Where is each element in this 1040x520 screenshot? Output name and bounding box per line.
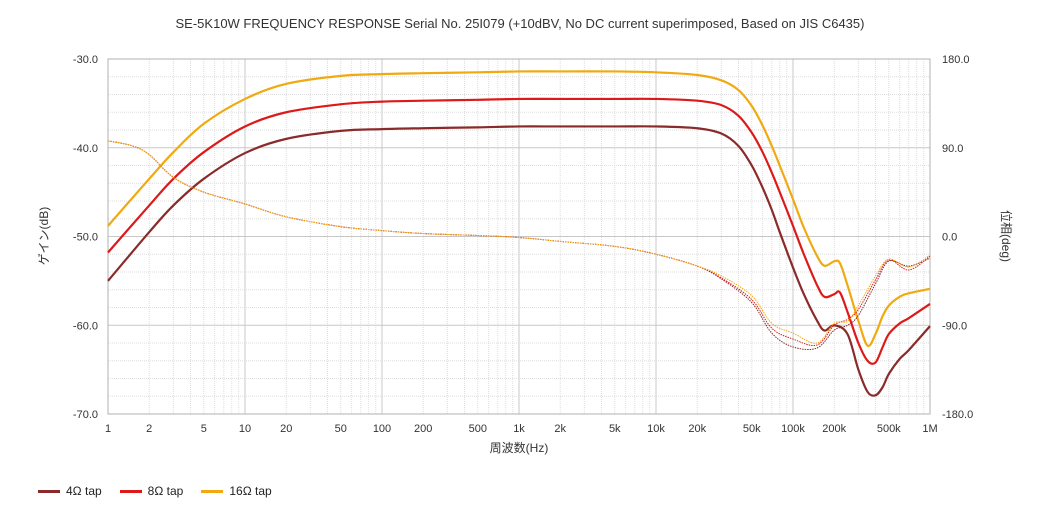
y2-tick-label: -90.0	[942, 320, 967, 332]
x-tick-label: 1	[105, 423, 111, 435]
x-axis-label: 周波数(Hz)	[490, 440, 549, 455]
x-tick-label: 1k	[513, 423, 525, 435]
legend-label-16ohm: 16Ω tap	[229, 484, 272, 498]
x-tick-label: 100k	[781, 423, 805, 435]
x-tick-label: 500k	[877, 423, 901, 435]
phase-line-4tap	[107, 140, 931, 350]
x-tick-label: 200	[414, 423, 432, 435]
series-layer	[107, 70, 931, 397]
x-tick-label: 50	[335, 423, 347, 435]
x-tick-label: 10k	[647, 423, 665, 435]
x-tick-label: 2	[146, 423, 152, 435]
legend-label-8ohm: 8Ω tap	[147, 484, 184, 498]
x-tick-label: 20k	[688, 423, 706, 435]
x-tick-label: 500	[469, 423, 487, 435]
legend-item-8ohm: 8Ω tap	[119, 484, 184, 498]
plot-frame	[107, 58, 931, 415]
phase-line-8tap	[107, 140, 931, 346]
legend-swatch-4ohm	[38, 489, 60, 493]
x-tick-label: 200k	[822, 423, 846, 435]
y-tick-label: -50.0	[73, 232, 98, 244]
y-tick-label: -60.0	[73, 320, 98, 332]
y2-axis-label: 位相(deg)	[999, 210, 1014, 262]
y-tick-label: -40.0	[73, 143, 98, 155]
y2-tick-label: 0.0	[942, 232, 957, 244]
legend: 4Ω tap 8Ω tap 16Ω tap	[38, 484, 272, 498]
legend-item-4ohm: 4Ω tap	[38, 484, 102, 498]
chart-title: SE-5K10W FREQUENCY RESPONSE Serial No. 2…	[176, 16, 865, 31]
x-tick-label: 2k	[554, 423, 566, 435]
tick-labels: 1 2 5 10 20 50 100 200 500 1k 2k 5k 10k 20k 50k 100k 200…	[73, 54, 973, 435]
x-tick-label: 20	[280, 423, 292, 435]
gain-line-8tap	[107, 97, 931, 365]
legend-swatch-8ohm	[119, 489, 142, 493]
gain-line-4tap	[107, 125, 931, 397]
y2-tick-label: 180.0	[942, 54, 970, 66]
y-tick-label: -70.0	[73, 409, 98, 421]
x-tick-label: 5k	[609, 423, 621, 435]
y-axis-label: ゲイン(dB)	[37, 207, 51, 265]
legend-item-16ohm: 16Ω tap	[201, 484, 272, 498]
y2-tick-label: -180.0	[942, 409, 973, 421]
legend-label-4ohm: 4Ω tap	[66, 484, 102, 498]
x-tick-label: 100	[373, 423, 391, 435]
x-tick-label: 5	[201, 423, 207, 435]
legend-swatch-16ohm	[201, 489, 224, 493]
y-tick-label: -30.0	[73, 54, 98, 66]
x-tick-label: 10	[239, 423, 251, 435]
x-tick-label: 50k	[743, 423, 761, 435]
x-tick-label: 1M	[922, 423, 937, 435]
gain-line-16tap	[107, 70, 931, 348]
y2-tick-label: 90.0	[942, 143, 963, 155]
grid	[107, 58, 930, 415]
